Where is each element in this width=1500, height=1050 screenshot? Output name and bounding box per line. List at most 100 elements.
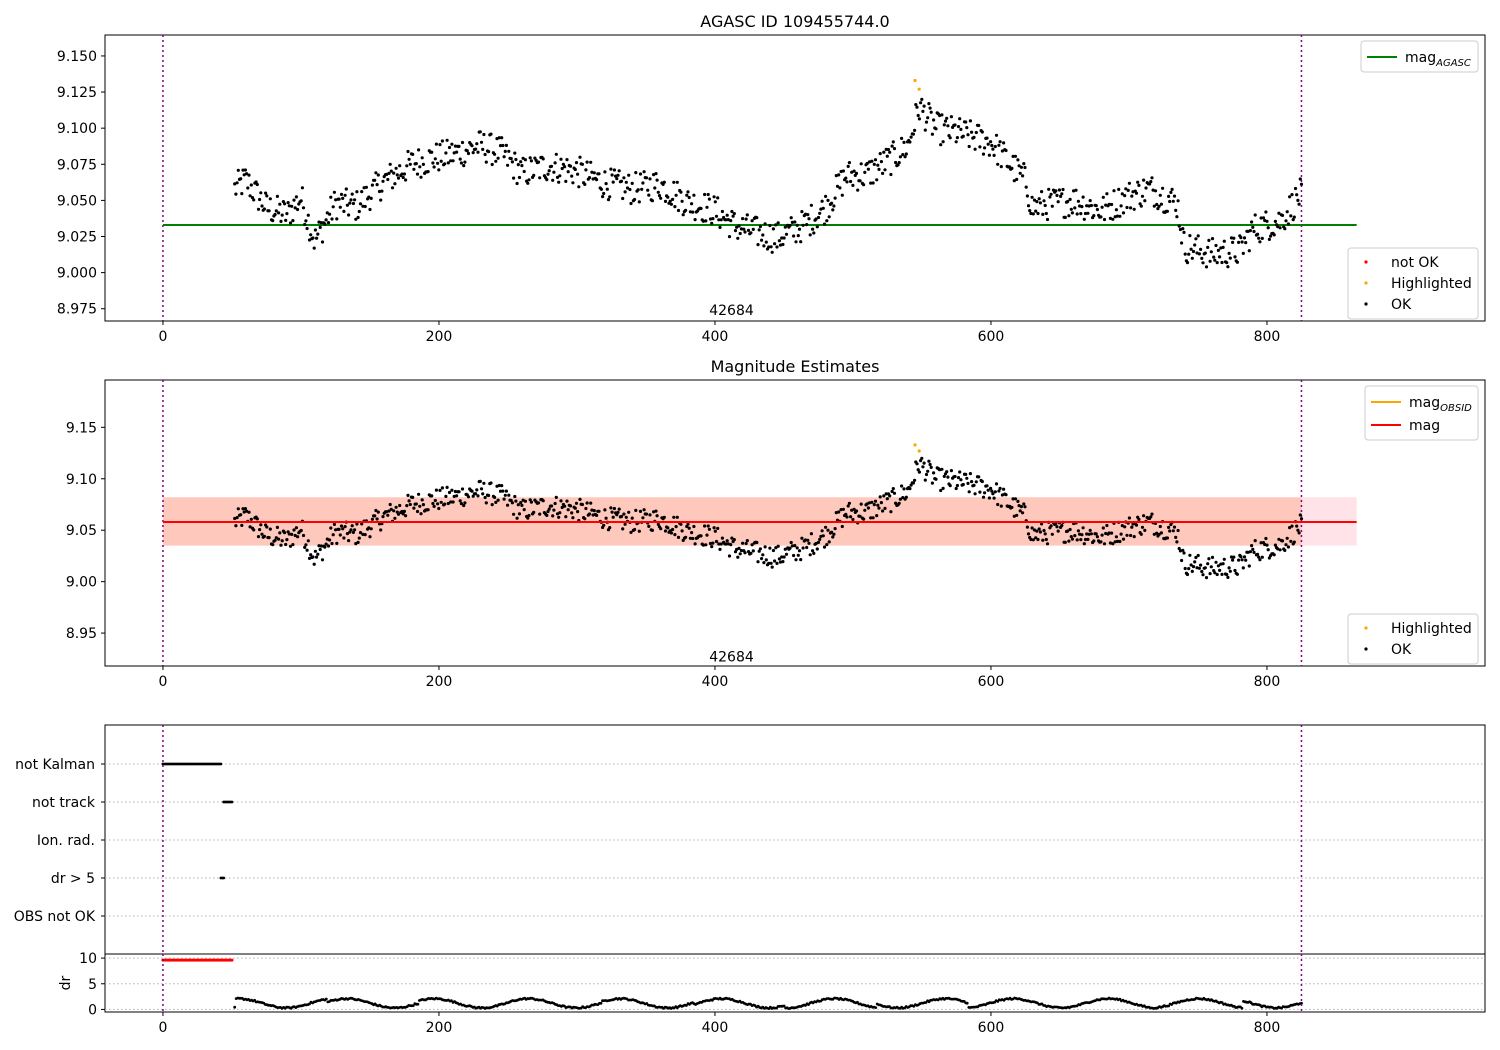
data-point xyxy=(845,515,849,519)
data-point xyxy=(1114,208,1118,212)
data-point xyxy=(867,160,872,164)
data-point xyxy=(1055,525,1059,529)
data-point xyxy=(573,167,577,172)
x-tick-label: 600 xyxy=(978,1020,1005,1036)
data-point xyxy=(538,512,542,516)
data-point xyxy=(507,149,511,153)
data-point xyxy=(1181,548,1185,552)
data-point xyxy=(408,162,412,166)
data-point xyxy=(825,543,829,547)
legend-marker xyxy=(1364,647,1368,651)
data-point xyxy=(311,555,315,559)
x-tick-label: 600 xyxy=(978,329,1005,345)
data-point xyxy=(795,223,799,227)
data-point xyxy=(970,130,974,134)
data-point xyxy=(324,542,328,546)
data-point xyxy=(1244,241,1248,245)
data-point xyxy=(811,549,815,553)
data-point xyxy=(884,492,888,496)
data-point xyxy=(943,119,948,123)
data-point xyxy=(430,494,434,498)
data-point xyxy=(357,536,361,540)
data-point xyxy=(1068,527,1072,532)
data-point xyxy=(571,181,575,185)
data-point xyxy=(961,134,965,138)
data-point xyxy=(967,144,971,149)
data-point xyxy=(919,101,923,105)
data-point xyxy=(923,128,927,132)
legend-box xyxy=(1360,40,1479,73)
data-point xyxy=(679,190,683,194)
x-tick-label: 800 xyxy=(1254,329,1281,345)
data-point xyxy=(595,513,599,518)
data-point xyxy=(834,510,838,515)
data-point xyxy=(888,494,892,498)
data-point xyxy=(741,217,745,221)
data-point xyxy=(1115,539,1120,544)
data-point xyxy=(965,126,969,130)
x-tick-label: 200 xyxy=(426,1020,453,1036)
data-point xyxy=(706,192,710,197)
data-point xyxy=(1140,525,1145,529)
data-point xyxy=(959,478,963,482)
data-point xyxy=(1130,525,1134,529)
y-tick-label: 9.00 xyxy=(66,575,97,591)
data-point xyxy=(1252,229,1256,234)
data-point xyxy=(789,216,793,220)
data-point xyxy=(686,522,690,526)
data-point xyxy=(849,179,853,184)
data-point xyxy=(608,526,612,530)
data-point xyxy=(1178,549,1182,553)
data-point xyxy=(1200,256,1204,260)
data-point xyxy=(335,541,339,546)
data-point xyxy=(851,183,855,187)
data-point xyxy=(1194,555,1198,560)
data-point xyxy=(844,176,848,180)
data-point xyxy=(958,470,962,474)
data-point xyxy=(1260,555,1264,559)
data-point xyxy=(764,558,768,562)
data-point xyxy=(1047,187,1051,191)
data-point xyxy=(1241,566,1245,570)
data-point xyxy=(328,212,332,216)
data-point xyxy=(1069,207,1073,211)
data-point xyxy=(806,213,810,217)
data-point xyxy=(1031,538,1035,542)
data-point xyxy=(968,472,973,476)
data-point xyxy=(344,187,348,191)
data-point xyxy=(497,483,501,488)
data-point xyxy=(475,142,479,146)
x-tick-label: 200 xyxy=(426,674,453,690)
data-point xyxy=(751,227,755,231)
data-point xyxy=(927,459,931,463)
data-point xyxy=(417,148,421,152)
data-point xyxy=(1199,563,1203,567)
data-point xyxy=(254,180,258,184)
data-point xyxy=(849,515,853,519)
data-point xyxy=(705,205,709,209)
data-point xyxy=(571,516,575,520)
data-point xyxy=(699,206,703,211)
data-point xyxy=(716,196,720,200)
data-point xyxy=(1183,252,1187,256)
data-point xyxy=(1285,536,1289,540)
data-point xyxy=(452,151,456,155)
data-point xyxy=(1256,232,1260,236)
data-point xyxy=(341,196,345,200)
legend-marker xyxy=(1364,260,1368,264)
data-point xyxy=(729,543,733,547)
data-point xyxy=(374,171,378,175)
data-point xyxy=(727,235,732,239)
data-point xyxy=(398,164,402,168)
data-point xyxy=(686,190,690,194)
data-point xyxy=(1288,195,1292,199)
data-point xyxy=(903,155,907,159)
data-point xyxy=(233,516,237,521)
data-point xyxy=(407,157,411,161)
data-point xyxy=(820,199,824,203)
data-point xyxy=(291,543,295,547)
data-point xyxy=(326,221,331,225)
data-point xyxy=(1021,174,1025,178)
data-point xyxy=(449,159,453,163)
data-point xyxy=(1067,539,1071,543)
